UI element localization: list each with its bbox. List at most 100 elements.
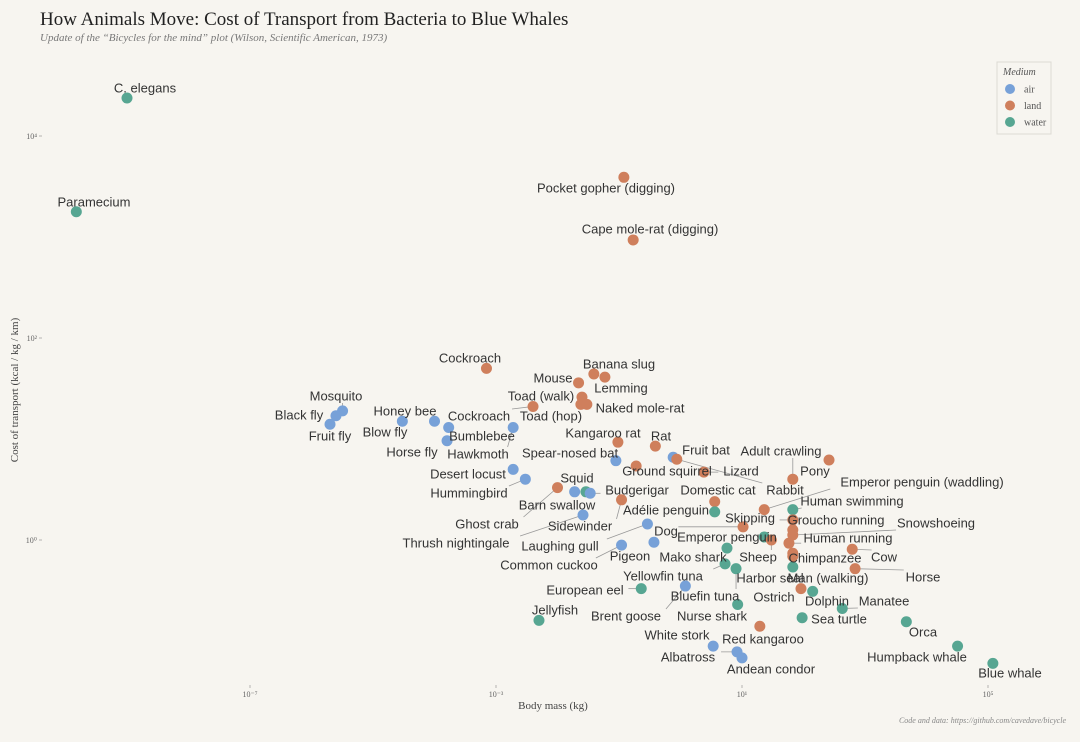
point-label: Fruit bat [682, 443, 730, 458]
point-land [581, 398, 593, 410]
point-land [783, 537, 795, 549]
point-water [807, 585, 819, 597]
legend: Medium air land water [996, 61, 1052, 135]
point-label: Albatross [661, 650, 716, 665]
point-label: Paramecium [58, 195, 131, 210]
point-label: White stork [644, 628, 710, 643]
point-label: Horse fly [386, 445, 438, 460]
point-air [507, 421, 519, 433]
x-tick-label: 10⁻⁷ [242, 690, 257, 699]
point-water [709, 506, 721, 518]
point-air [507, 463, 519, 475]
point-water [952, 640, 964, 652]
legend-swatch-air [1005, 84, 1015, 94]
point-label: Chimpanzee [789, 551, 862, 566]
point-air [519, 473, 531, 485]
point-label: Thrush nightingale [403, 536, 510, 551]
point-label: Humpback whale [867, 650, 967, 665]
point-land [787, 514, 799, 526]
point-air [396, 415, 408, 427]
point-label: Red kangaroo [722, 632, 804, 647]
point-water [533, 614, 545, 626]
point-label: Dolphin [805, 594, 849, 609]
point-air [330, 410, 342, 422]
point-label: Sea turtle [811, 612, 867, 627]
point-water [721, 542, 733, 554]
point-label: European eel [546, 583, 623, 598]
point-air [616, 539, 628, 551]
point-land [599, 371, 611, 383]
point-label: Blow fly [363, 425, 408, 440]
point-label: Budgerigar [605, 483, 669, 498]
x-tick-label: 10⁵ [983, 690, 994, 699]
point-label: Barn swallow [519, 498, 596, 513]
point-label: Lizard [723, 464, 758, 479]
point-label: Banana slug [583, 357, 655, 372]
point-land [618, 171, 630, 183]
point-label: Dog [654, 524, 678, 539]
point-label: Mosquito [310, 389, 363, 404]
point-label: Hawkmoth [447, 447, 508, 462]
leader-line [519, 514, 584, 537]
point-label: Cockroach [439, 351, 501, 366]
point-air [441, 435, 453, 447]
point-label: Cow [871, 550, 898, 565]
y-axis-label: Cost of transport (kcal / kg / km) [9, 317, 21, 462]
point-label: Human running [804, 531, 893, 546]
point-label: Toad (hop) [520, 409, 582, 424]
legend-label: water [1024, 118, 1047, 129]
point-label: Human swimming [800, 494, 903, 509]
point-label: Black fly [275, 408, 324, 423]
y-axis: 10⁰ 10² 10⁴ [26, 132, 42, 545]
point-water [730, 563, 742, 575]
leader-line [764, 488, 831, 510]
x-axis: 10⁻⁷ 10⁻³ 10¹ 10⁵ [242, 685, 994, 699]
point-label: Yellowfin tuna [623, 569, 704, 584]
point-water [719, 558, 731, 570]
point-land [787, 473, 799, 485]
point-label: C. elegans [114, 81, 177, 96]
point-label: Bluefin tuna [671, 589, 740, 604]
point-label: Mouse [533, 371, 572, 386]
point-label: Honey bee [374, 404, 437, 419]
point-label: Common cuckoo [500, 558, 598, 573]
legend-swatch-land [1005, 100, 1015, 111]
point-label: Snowshoeing [897, 516, 975, 531]
x-axis-label: Body mass (kg) [518, 700, 588, 712]
point-label: Laughing gull [521, 539, 598, 554]
leader-line [676, 458, 763, 484]
point-air [324, 418, 336, 430]
point-label: Spear-nosed bat [522, 446, 619, 461]
point-label: Ghost crab [455, 517, 519, 532]
point-label: Horse [906, 570, 941, 585]
leader-line [792, 529, 897, 536]
point-label: Cape mole-rat (digging) [582, 222, 719, 237]
point-water [987, 657, 999, 669]
point-land [671, 453, 683, 465]
y-tick-label: 10⁰ [26, 536, 37, 545]
point-air [429, 415, 440, 427]
point-land [795, 583, 807, 595]
point-label: Jellyfish [532, 603, 578, 618]
chart-title: How Animals Move: Cost of Transport from… [40, 9, 568, 30]
x-tick-label: 10⁻³ [489, 690, 504, 699]
caption: Code and data: https://github.com/caveda… [899, 716, 1067, 725]
point-water [787, 561, 799, 573]
point-label: Fruit fly [309, 429, 352, 444]
point-land [573, 377, 585, 389]
point-air [648, 536, 660, 548]
point-label: Emperor penguin (waddling) [840, 475, 1003, 490]
point-label: Pigeon [610, 549, 650, 564]
leader-line [523, 487, 558, 518]
point-water [635, 583, 647, 595]
data-points [70, 92, 999, 669]
leader-lines [342, 403, 904, 653]
point-label: Skipping [725, 511, 775, 526]
point-air [443, 421, 455, 433]
point-label: Rabbit [766, 483, 804, 498]
point-land [588, 368, 600, 380]
point-land [630, 460, 642, 472]
point-label: Naked mole-rat [596, 401, 685, 416]
point-label: Toad (walk) [508, 389, 574, 404]
